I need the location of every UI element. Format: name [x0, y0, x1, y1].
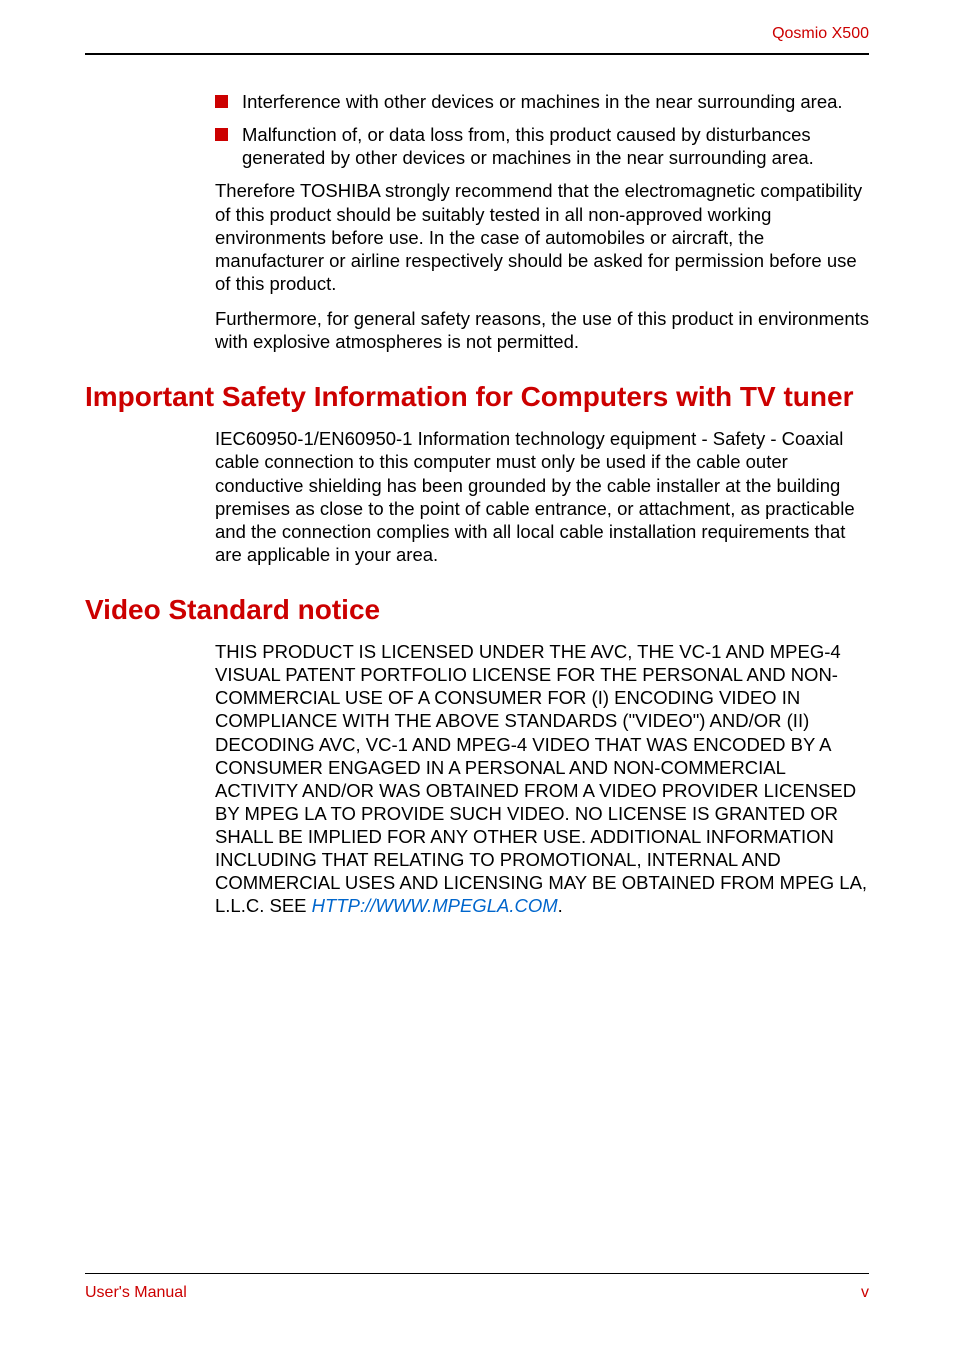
product-label: Qosmio X500 — [85, 25, 869, 53]
footer-page-number: v — [861, 1284, 869, 1302]
paragraph: Furthermore, for general safety reasons,… — [215, 307, 869, 353]
section-heading-video: Video Standard notice — [85, 594, 869, 626]
paragraph-end: . — [558, 895, 563, 916]
section1-body: IEC60950-1/EN60950-1 Information technol… — [215, 427, 869, 566]
paragraph: Therefore TOSHIBA strongly recommend tha… — [215, 179, 869, 295]
footer-row: User's Manual v — [85, 1284, 869, 1302]
bullet-list: Interference with other devices or machi… — [215, 90, 869, 169]
page-footer: User's Manual v — [85, 1273, 869, 1302]
footer-rule — [85, 1273, 869, 1274]
paragraph-text: THIS PRODUCT IS LICENSED UNDER THE AVC, … — [215, 641, 867, 916]
page: Qosmio X500 Interference with other devi… — [0, 0, 954, 1352]
section-heading-safety: Important Safety Information for Compute… — [85, 381, 869, 413]
page-content: Interference with other devices or machi… — [0, 55, 954, 918]
paragraph: IEC60950-1/EN60950-1 Information technol… — [215, 427, 869, 566]
square-bullet-icon — [215, 128, 228, 141]
bullet-text: Interference with other devices or machi… — [242, 90, 843, 113]
page-header: Qosmio X500 — [0, 0, 954, 55]
bullet-text: Malfunction of, or data loss from, this … — [242, 123, 869, 169]
bullet-item: Malfunction of, or data loss from, this … — [215, 123, 869, 169]
intro-paragraphs: Therefore TOSHIBA strongly recommend tha… — [215, 179, 869, 353]
bullet-item: Interference with other devices or machi… — [215, 90, 869, 113]
section2-body: THIS PRODUCT IS LICENSED UNDER THE AVC, … — [215, 640, 869, 918]
footer-left: User's Manual — [85, 1284, 187, 1302]
paragraph: THIS PRODUCT IS LICENSED UNDER THE AVC, … — [215, 640, 869, 918]
square-bullet-icon — [215, 95, 228, 108]
mpegla-link[interactable]: HTTP://WWW.MPEGLA.COM — [312, 895, 558, 916]
